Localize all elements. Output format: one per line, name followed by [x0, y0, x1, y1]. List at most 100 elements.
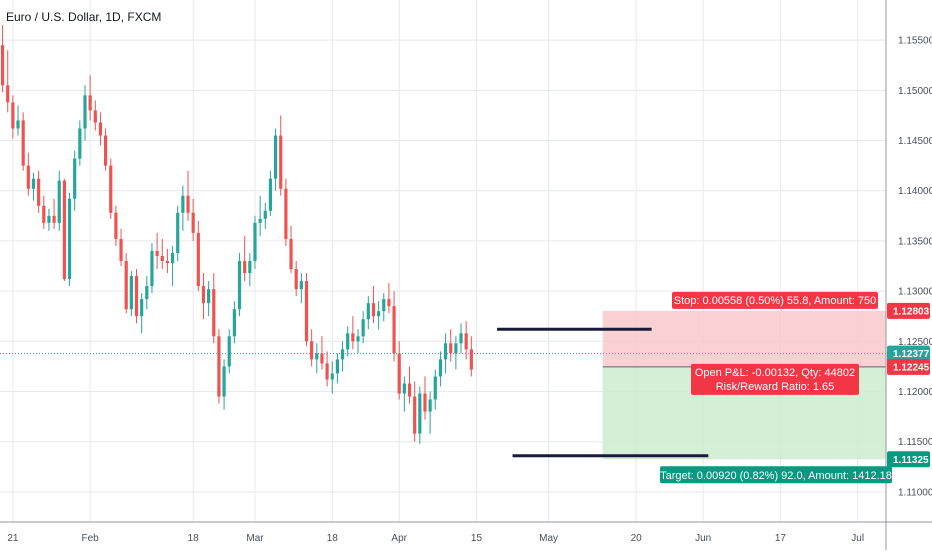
candle-body — [98, 122, 103, 136]
candle-body — [289, 238, 293, 270]
drawn-lines — [0, 327, 886, 458]
candle-body — [217, 336, 221, 397]
candle-body — [268, 178, 273, 211]
candle-body — [423, 393, 427, 412]
candle-body — [47, 215, 51, 223]
chart-title: Euro / U.S. Dollar, 1D, FXCM — [6, 10, 161, 24]
candle-body — [449, 343, 453, 354]
candle-body — [454, 343, 458, 354]
candle-body — [377, 311, 381, 317]
candle-body — [258, 218, 262, 223]
target-label: Target: 0.00920 (0.82%) 92.0, Amount: 14… — [660, 470, 892, 482]
candle-body — [243, 261, 247, 274]
x-tick-label: 18 — [188, 533, 200, 544]
candle-body — [21, 120, 25, 166]
candle-body — [196, 232, 200, 287]
candle-body — [31, 178, 36, 189]
candle-body — [356, 336, 360, 342]
candle-body — [304, 281, 309, 342]
x-tick-label: Feb — [82, 533, 100, 544]
candle-body — [88, 95, 92, 111]
candle-body — [402, 383, 406, 394]
candle-body — [67, 198, 72, 280]
y-tick-label: 1.12500 — [898, 337, 932, 348]
candle-body — [351, 333, 355, 342]
open-pl-label-bg — [691, 363, 859, 395]
candle-body — [114, 212, 118, 239]
candle-body — [392, 306, 396, 354]
candle-body — [227, 336, 231, 367]
candle-body — [299, 281, 303, 290]
x-tick-label: 17 — [775, 533, 787, 544]
candle-body — [201, 286, 206, 304]
candle-body — [232, 309, 236, 337]
y-tick-label: 1.15500 — [898, 36, 932, 47]
x-tick-label: Apr — [391, 533, 407, 544]
y-tick-label: 1.14500 — [898, 136, 932, 147]
candle-body — [212, 289, 216, 337]
risk-reward-label: Risk/Reward Ratio: 1.65 — [716, 381, 835, 393]
candle-body — [155, 250, 159, 256]
candle-body — [134, 276, 139, 317]
stop-price-tag-bg — [887, 302, 930, 319]
candle-body — [140, 299, 144, 317]
candle-body — [346, 333, 350, 350]
candle-body — [11, 102, 15, 129]
candle-body — [428, 399, 432, 412]
y-tick-label: 1.14000 — [898, 186, 932, 197]
candle-body — [361, 319, 365, 337]
candle-body — [42, 205, 46, 223]
last-price-tag: 1.12377 — [893, 349, 930, 360]
candle-body — [150, 250, 154, 287]
candle-body — [340, 349, 345, 360]
candle-body — [284, 188, 288, 239]
candle-body — [207, 289, 211, 304]
candle-body — [438, 359, 443, 377]
entry-price-tag-bg — [887, 358, 930, 375]
y-tick-label: 1.12000 — [898, 387, 932, 398]
candle-body — [315, 353, 319, 360]
candle-body — [165, 261, 170, 264]
x-tick-label: Mar — [246, 533, 264, 544]
stop-label-bg — [672, 291, 878, 309]
candle-body — [371, 303, 376, 317]
candle-body — [330, 373, 334, 380]
x-tick-label: Jun — [695, 533, 711, 544]
candle-body — [335, 359, 339, 374]
x-tick-label: May — [539, 533, 558, 544]
candle-body — [104, 135, 108, 166]
x-tick-label: 15 — [471, 533, 483, 544]
candle-body — [397, 353, 401, 394]
x-tick-label: Jul — [851, 533, 864, 544]
candle-body — [145, 286, 149, 300]
target-label-bg — [660, 466, 892, 484]
candle-body — [325, 363, 329, 380]
candles — [0, 25, 473, 444]
candle-body — [418, 393, 422, 434]
candle-body — [26, 165, 30, 189]
candle-body — [387, 299, 391, 307]
candle-body — [129, 276, 133, 310]
y-tick-label: 1.11500 — [898, 437, 932, 448]
candle-body — [191, 212, 195, 233]
candle-body — [464, 333, 468, 350]
candle-body — [73, 158, 77, 199]
candle-body — [310, 341, 314, 360]
candle-body — [248, 261, 252, 274]
candle-body — [382, 299, 386, 312]
candle-body — [443, 343, 448, 360]
candle-body — [93, 110, 97, 123]
candle-body — [186, 195, 190, 213]
candle-body — [222, 366, 226, 397]
y-tick-label: 1.13500 — [898, 236, 932, 247]
candle-body — [83, 95, 87, 129]
candle-body — [6, 85, 10, 103]
candle-body — [57, 180, 61, 223]
x-tick-label: 20 — [631, 533, 643, 544]
last-price-tag-bg — [887, 345, 930, 362]
candle-body — [78, 128, 82, 159]
candle-body — [273, 135, 278, 179]
